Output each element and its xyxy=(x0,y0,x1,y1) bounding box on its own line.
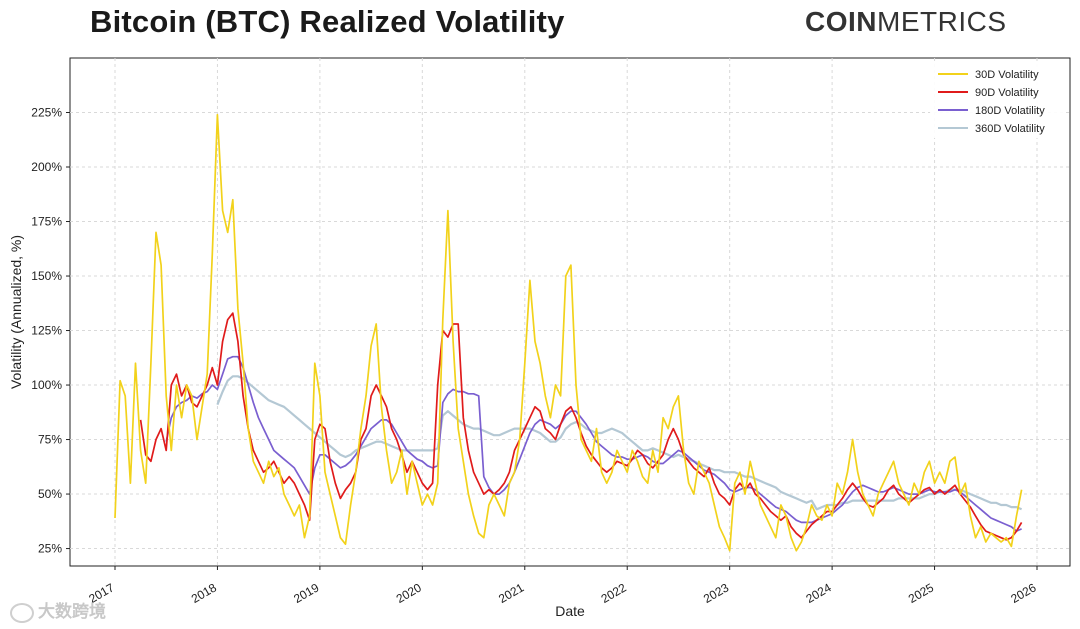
x-tick-label: 2021 xyxy=(496,580,526,606)
y-tick-label: 25% xyxy=(38,542,62,556)
series-line-1 xyxy=(139,312,1023,541)
legend: 30D Volatility 90D Volatility 180D Volatil… xyxy=(930,64,1064,138)
legend-label: 30D Volatility xyxy=(975,69,1039,81)
legend-label: 360D Volatility xyxy=(975,123,1045,135)
x-tick-label: 2026 xyxy=(1008,580,1038,606)
brand-logo: COINMETRICS xyxy=(805,6,1007,38)
watermark-text: 大数跨境 xyxy=(38,602,106,621)
ticks: 25%50%75%100%125%150%175%200%225%2017 201… xyxy=(31,106,1038,606)
y-tick-label: 125% xyxy=(31,324,62,338)
y-tick-label: 50% xyxy=(38,487,62,501)
x-tick-label: 2018 xyxy=(189,580,219,606)
y-tick-label: 100% xyxy=(31,378,62,392)
y-tick-label: 225% xyxy=(31,106,62,120)
y-tick-label: 150% xyxy=(31,269,62,283)
y-tick-label: 175% xyxy=(31,215,62,229)
x-tick-label: 2022 xyxy=(599,580,629,606)
legend-label: 90D Volatility xyxy=(975,87,1039,99)
plot-frame xyxy=(69,57,1071,567)
y-axis-title: Volatility (Annualized, %) xyxy=(8,235,24,389)
brand-logo-bold: COIN xyxy=(805,6,877,37)
legend-label: 180D Volatility xyxy=(975,105,1045,117)
chart-title: Bitcoin (BTC) Realized Volatility xyxy=(90,4,565,39)
legend-box xyxy=(930,64,1064,138)
x-tick-label: 2024 xyxy=(803,580,833,606)
y-tick-label: 75% xyxy=(38,433,62,447)
series-lines xyxy=(114,113,1023,552)
x-tick-label: 2023 xyxy=(701,580,731,606)
brand-logo-light: METRICS xyxy=(877,6,1007,37)
watermark: 大数跨境 xyxy=(10,597,106,623)
x-tick-label: 2020 xyxy=(394,580,424,606)
y-tick-label: 200% xyxy=(31,160,62,174)
x-tick-label: 2019 xyxy=(291,580,321,606)
x-tick-label: 2025 xyxy=(906,580,936,606)
x-axis-title: Date xyxy=(555,603,585,619)
watermark-icon xyxy=(10,602,34,623)
grid xyxy=(70,58,1070,566)
series-line-3 xyxy=(216,375,1023,511)
series-line-0 xyxy=(114,113,1023,552)
